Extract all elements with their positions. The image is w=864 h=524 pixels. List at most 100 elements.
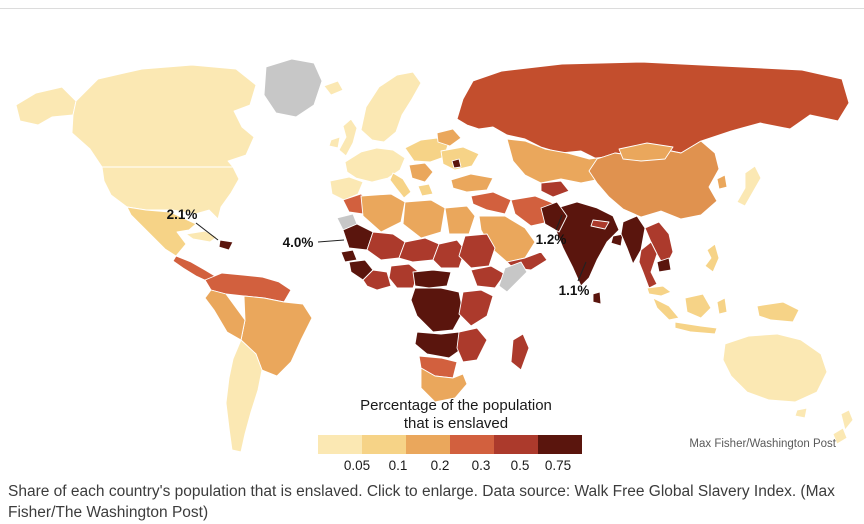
legend-title-line2: that is enslaved	[404, 415, 508, 432]
country-turkey	[450, 173, 494, 193]
island-tasmania	[794, 407, 808, 419]
country-ethiopia	[470, 265, 506, 289]
country-sri-lanka	[592, 291, 602, 305]
country-uk	[338, 118, 358, 157]
country-australia	[722, 333, 828, 403]
legend-swatch-5	[494, 435, 538, 454]
annotation-pakistan-leader-line	[555, 214, 563, 231]
country-chad	[432, 239, 466, 269]
country-greece	[417, 183, 434, 197]
country-bangladesh	[610, 233, 624, 247]
country-alaska	[15, 86, 77, 126]
island-borneo	[684, 293, 712, 319]
legend-label-3: 0.2	[431, 458, 450, 473]
top-divider	[0, 8, 864, 9]
legend-swatches	[318, 435, 582, 454]
annotation-mauritania: 4.0%	[283, 235, 345, 250]
region-western-europe	[344, 147, 406, 183]
island-sulawesi	[716, 297, 728, 315]
credit-line: Max Fisher/Washington Post	[689, 438, 836, 450]
annotation-pakistan-label: 1.2%	[536, 232, 567, 247]
annotation-haiti-label: 2.1%	[167, 207, 198, 222]
annotation-india-label: 1.1%	[559, 283, 590, 298]
annotation-mauritania-label: 4.0%	[283, 235, 314, 250]
region-ivory-coast-ghana	[362, 269, 392, 291]
country-new-zealand-south	[832, 427, 848, 445]
island-java	[674, 321, 718, 335]
country-philippines	[704, 243, 720, 273]
country-mexico	[126, 206, 197, 257]
country-malaysia	[646, 285, 672, 297]
country-canada	[71, 64, 257, 168]
legend-title-line1: Percentage of the population	[360, 397, 552, 414]
country-madagascar	[510, 333, 530, 371]
country-cuba	[185, 230, 218, 243]
country-nepal	[590, 219, 610, 230]
country-nigeria	[388, 263, 420, 289]
country-mongolia	[618, 142, 674, 162]
region-iberia	[329, 176, 364, 201]
annotation-india: 1.1%	[559, 261, 590, 298]
country-niger	[398, 237, 440, 263]
country-belarus	[436, 128, 462, 147]
country-drc	[410, 287, 464, 333]
region-cameroon-car	[412, 269, 452, 289]
slavery-map-figure[interactable]: 2.1% 4.0% 1.2% 1.1% Percentage of the po…	[0, 9, 864, 477]
country-senegal	[340, 249, 358, 263]
country-algeria	[360, 193, 406, 233]
country-korea	[716, 174, 728, 190]
country-japan	[736, 165, 762, 207]
legend-swatch-4	[450, 435, 494, 454]
region-balkans	[408, 162, 434, 183]
country-egypt	[444, 205, 476, 235]
country-iceland	[323, 80, 344, 96]
legend-labels: 0.05 0.1 0.2 0.3 0.5 0.75	[344, 458, 571, 473]
country-pakistan	[540, 201, 568, 233]
annotation-mauritania-leader-line	[317, 239, 345, 243]
region-kenya-tanzania	[458, 289, 494, 327]
annotation-india-leader-line	[577, 261, 587, 282]
island-sumatra	[652, 297, 680, 321]
legend-swatch-6	[538, 435, 582, 454]
island-new-guinea	[756, 301, 800, 323]
country-libya	[402, 199, 446, 239]
country-ireland	[328, 136, 341, 149]
legend-label-5: 0.5	[511, 458, 530, 473]
country-russia	[456, 61, 850, 160]
country-cambodia	[656, 257, 672, 273]
region-levant-iraq	[470, 191, 512, 215]
country-mali	[366, 231, 406, 261]
annotation-haiti-leader-line	[195, 222, 219, 241]
region-uzbekistan-turkmenistan	[540, 180, 570, 198]
world-choropleth-map[interactable]: 2.1% 4.0% 1.2% 1.1% Percentage of the po…	[0, 9, 864, 477]
annotation-pakistan: 1.2%	[536, 214, 567, 247]
region-mozambique-zimbabwe	[456, 327, 488, 363]
annotations-layer: 2.1% 4.0% 1.2% 1.1%	[167, 207, 590, 298]
legend-label-6: 0.75	[545, 458, 571, 473]
country-thailand	[638, 241, 658, 289]
country-south-africa	[420, 367, 468, 403]
legend-label-4: 0.3	[472, 458, 491, 473]
country-italy	[389, 172, 412, 199]
country-haiti	[218, 239, 234, 251]
legend-swatch-1	[318, 435, 362, 454]
region-southern-cone	[225, 339, 263, 453]
annotation-haiti: 2.1%	[167, 207, 219, 241]
map-legend: Percentage of the population that is ens…	[318, 397, 582, 473]
country-usa	[101, 166, 240, 220]
world-map-countries	[15, 58, 854, 453]
country-sudan	[458, 233, 496, 269]
legend-label-1: 0.05	[344, 458, 370, 473]
caption: Share of each country's population that …	[8, 483, 835, 522]
region-peru-bolivia	[204, 289, 246, 341]
country-ukraine	[440, 146, 480, 171]
region-scandinavia	[360, 71, 422, 143]
country-myanmar	[620, 215, 646, 265]
region-angola-zambia	[414, 331, 464, 359]
legend-swatch-3	[406, 435, 450, 454]
country-greenland	[263, 58, 323, 118]
country-somalia	[498, 261, 528, 293]
legend-swatch-2	[362, 435, 406, 454]
country-new-zealand-north	[840, 409, 854, 431]
